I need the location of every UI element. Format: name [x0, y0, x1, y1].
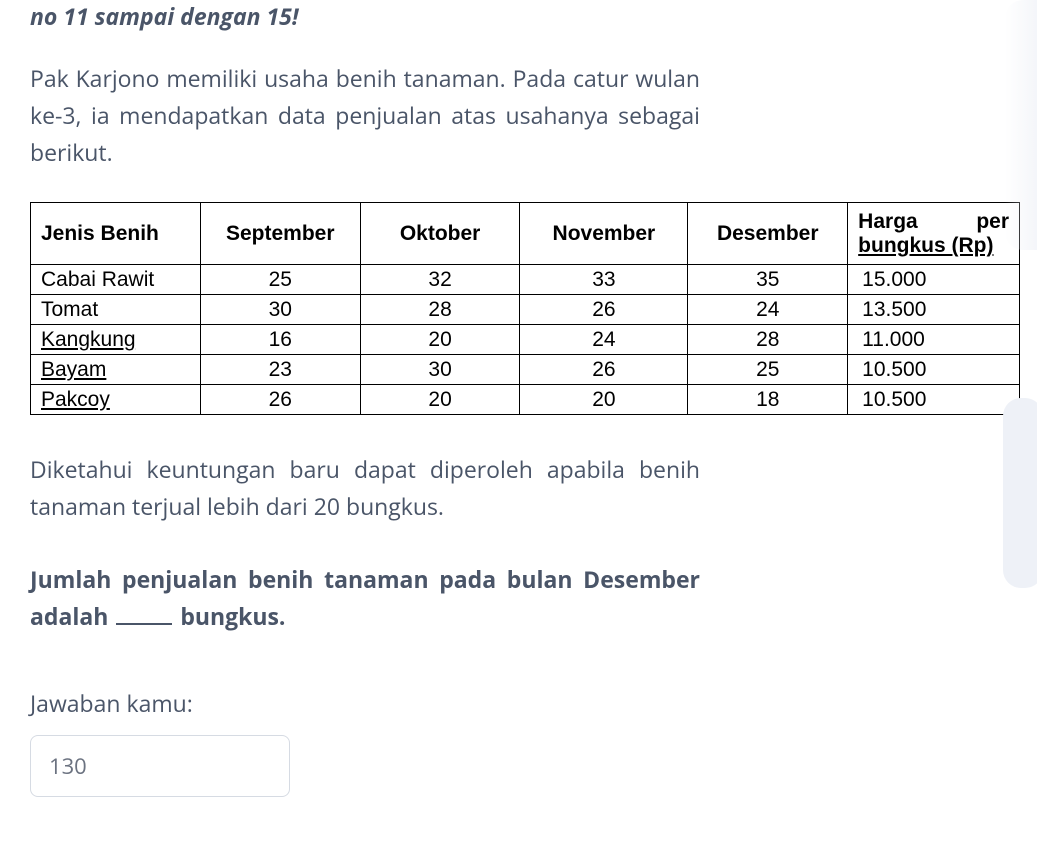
cell-sep: 25 [200, 265, 360, 295]
cell-okt: 30 [360, 355, 520, 385]
col-september: September [200, 203, 360, 265]
cell-nov: 26 [520, 355, 688, 385]
table-row: Kangkung 16 20 24 28 11.000 [31, 325, 1020, 355]
table-row: Tomat 30 28 26 24 13.500 [31, 295, 1020, 325]
cell-okt: 20 [360, 325, 520, 355]
table-row: Pakcoy 26 20 20 18 10.500 [31, 385, 1020, 415]
cell-nov: 26 [520, 295, 688, 325]
harga-label-line2: bungkus (Rp) [858, 234, 993, 257]
col-november: November [520, 203, 688, 265]
question-range-instruction: no 11 sampai dengan 15! [30, 0, 850, 32]
col-harga: Harga per bungkus (Rp) [848, 203, 1020, 265]
table-row: Cabai Rawit 25 32 33 35 15.000 [31, 265, 1020, 295]
question-part1: Jumlah penjualan benih tanaman pada bula… [30, 563, 700, 632]
side-bubble-decor [1003, 398, 1037, 588]
col-oktober: Oktober [360, 203, 520, 265]
harga-label-left: Harga [858, 210, 918, 234]
col-jenis-benih: Jenis Benih [31, 203, 201, 265]
cell-sep: 23 [200, 355, 360, 385]
cell-nov: 24 [520, 325, 688, 355]
cell-price: 11.000 [848, 325, 1020, 355]
cell-des: 24 [688, 295, 848, 325]
cell-name: Bayam [31, 355, 201, 385]
side-shadow-decor [1005, 0, 1037, 250]
cell-name: Cabai Rawit [31, 265, 201, 295]
question-part2: bungkus. [174, 600, 285, 632]
cell-nov: 20 [520, 385, 688, 415]
cell-sep: 26 [200, 385, 360, 415]
cell-okt: 32 [360, 265, 520, 295]
cell-sep: 16 [200, 325, 360, 355]
cell-name: Tomat [31, 295, 201, 325]
cell-okt: 28 [360, 295, 520, 325]
cell-price: 13.500 [848, 295, 1020, 325]
cell-price: 15.000 [848, 265, 1020, 295]
table-row: Bayam 23 30 26 25 10.500 [31, 355, 1020, 385]
note-paragraph: Diketahui keuntungan baru dapat diperole… [30, 451, 700, 525]
answer-label: Jawaban kamu: [30, 687, 850, 719]
question-text: Jumlah penjualan benih tanaman pada bula… [30, 561, 700, 635]
cell-des: 28 [688, 325, 848, 355]
cell-nov: 33 [520, 265, 688, 295]
cell-price: 10.500 [848, 355, 1020, 385]
cell-price: 10.500 [848, 385, 1020, 415]
cell-des: 25 [688, 355, 848, 385]
sales-table: Jenis Benih September Oktober November D… [30, 202, 1020, 415]
cell-name: Kangkung [31, 325, 201, 355]
cell-sep: 30 [200, 295, 360, 325]
answer-input[interactable] [30, 735, 290, 797]
col-desember: Desember [688, 203, 848, 265]
blank-fill [116, 623, 172, 625]
cell-des: 18 [688, 385, 848, 415]
cell-okt: 20 [360, 385, 520, 415]
table-header-row: Jenis Benih September Oktober November D… [31, 203, 1020, 265]
cell-name: Pakcoy [31, 385, 201, 415]
cell-des: 35 [688, 265, 848, 295]
intro-paragraph: Pak Karjono memiliki usaha benih tanaman… [30, 60, 700, 170]
